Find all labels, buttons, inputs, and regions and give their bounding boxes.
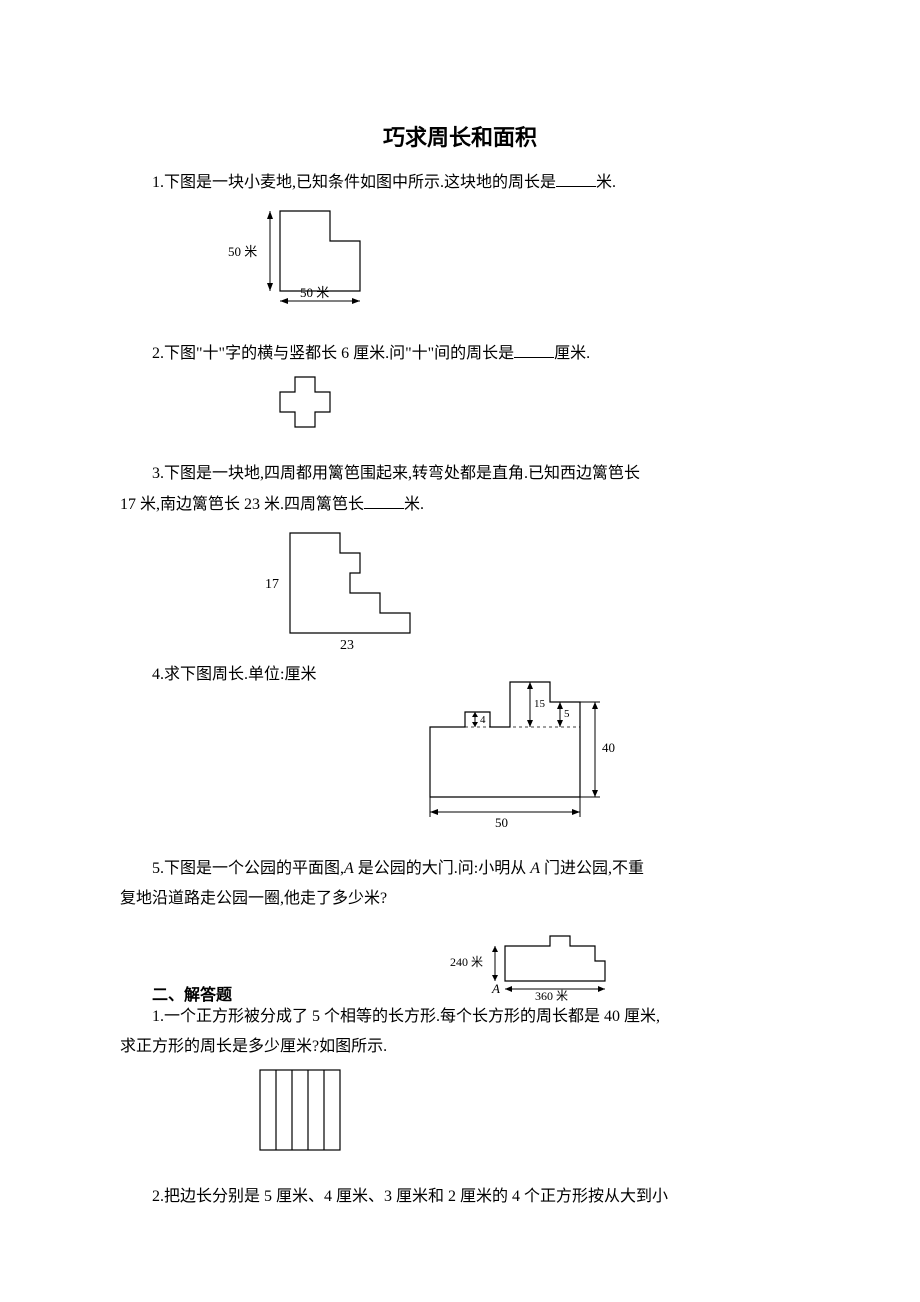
problem-1-text: 1.下图是一块小麦地,已知条件如图中所示.这块地的周长是 米. (120, 170, 800, 195)
fig3-label-bottom: 23 (340, 638, 354, 653)
problem-4-row: 4.求下图周长.单位:厘米 4 15 5 (120, 663, 800, 857)
figure-1: 50 米 50 米 (120, 201, 800, 311)
figure-4: 4 15 5 40 (410, 667, 640, 837)
page: 巧求周长和面积 1.下图是一块小麦地,已知条件如图中所示.这块地的周长是米. 5… (0, 0, 920, 1302)
problem-4-text: 4.求下图周长.单位:厘米 (120, 663, 380, 687)
p1-before: 1.下图是一块小麦地,已知条件如图中所示.这块地的周长是 (152, 174, 556, 191)
fig4-label-40: 40 (602, 740, 615, 755)
problem-3-line1: 3.下图是一块地,四周都用篱笆围起来,转弯处都是直角.已知西边篱笆长 (120, 462, 800, 486)
p3-l2-before: 17 米,南边篱笆长 23 米.四周篱笆长 (120, 496, 364, 513)
s2-problem-2-text: 2.把边长分别是 5 厘米、4 厘米、3 厘米和 2 厘米的 4 个正方形按从大… (120, 1185, 800, 1209)
figure-s2-1 (120, 1065, 800, 1155)
p5-l1b: 是公园的大门.问:小明从 (354, 860, 530, 877)
s2-problem-1-line1: 1.一个正方形被分成了 5 个相等的长方形.每个长方形的周长都是 40 厘米, (120, 1005, 800, 1029)
p2-blank (514, 341, 554, 358)
p3-blank (364, 492, 404, 509)
p5-A1: A (344, 860, 354, 877)
fig5-label-240: 240 米 (450, 955, 483, 969)
fig4-label-50: 50 (495, 815, 508, 830)
fig5-label-360: 360 米 (535, 989, 568, 1001)
p2-before: 2.下图"十"字的横与竖都长 6 厘米.问"十"间的周长是 (152, 345, 514, 362)
problem-5-line1: 5.下图是一个公园的平面图,A 是公园的大门.问:小明从 A 门进公园,不重 (120, 857, 800, 881)
problem-5-line2: 复地沿道路走公园一圈,他走了多少米? (120, 887, 800, 911)
problem-5-fig-row: 二、解答题 240 米 A 360 米 (120, 917, 800, 1005)
problem-3-line2: 17 米,南边篱笆长 23 米.四周篱笆长 米. (120, 492, 800, 517)
section-2-heading: 二、解答题 (120, 981, 420, 1005)
figure-2 (120, 372, 800, 432)
fig4-label-4: 4 (480, 714, 486, 726)
fig4-label-5: 5 (564, 708, 570, 720)
p1-after: 米. (596, 174, 616, 191)
figure-5: 240 米 A 360 米 (450, 921, 630, 1001)
p5-l1a: 5.下图是一个公园的平面图, (152, 860, 344, 877)
p5-l1c: 门进公园,不重 (540, 860, 644, 877)
page-title: 巧求周长和面积 (120, 120, 800, 152)
s2-problem-1-line2: 求正方形的周长是多少厘米?如图所示. (120, 1035, 800, 1059)
fig1-label-left: 50 米 (228, 244, 257, 259)
fig3-label-left: 17 (265, 577, 279, 592)
problem-2-text: 2.下图"十"字的横与竖都长 6 厘米.问"十"间的周长是 厘米. (120, 341, 800, 366)
fig1-label-bottom: 50 米 (300, 285, 329, 300)
fig4-label-15: 15 (534, 698, 546, 710)
figure-3: 17 23 (120, 523, 800, 653)
p1-blank (556, 170, 596, 187)
fig5-label-A: A (491, 981, 500, 996)
p3-l2-after: 米. (404, 496, 424, 513)
p5-A2: A (530, 860, 540, 877)
p2-after: 厘米. (554, 345, 590, 362)
